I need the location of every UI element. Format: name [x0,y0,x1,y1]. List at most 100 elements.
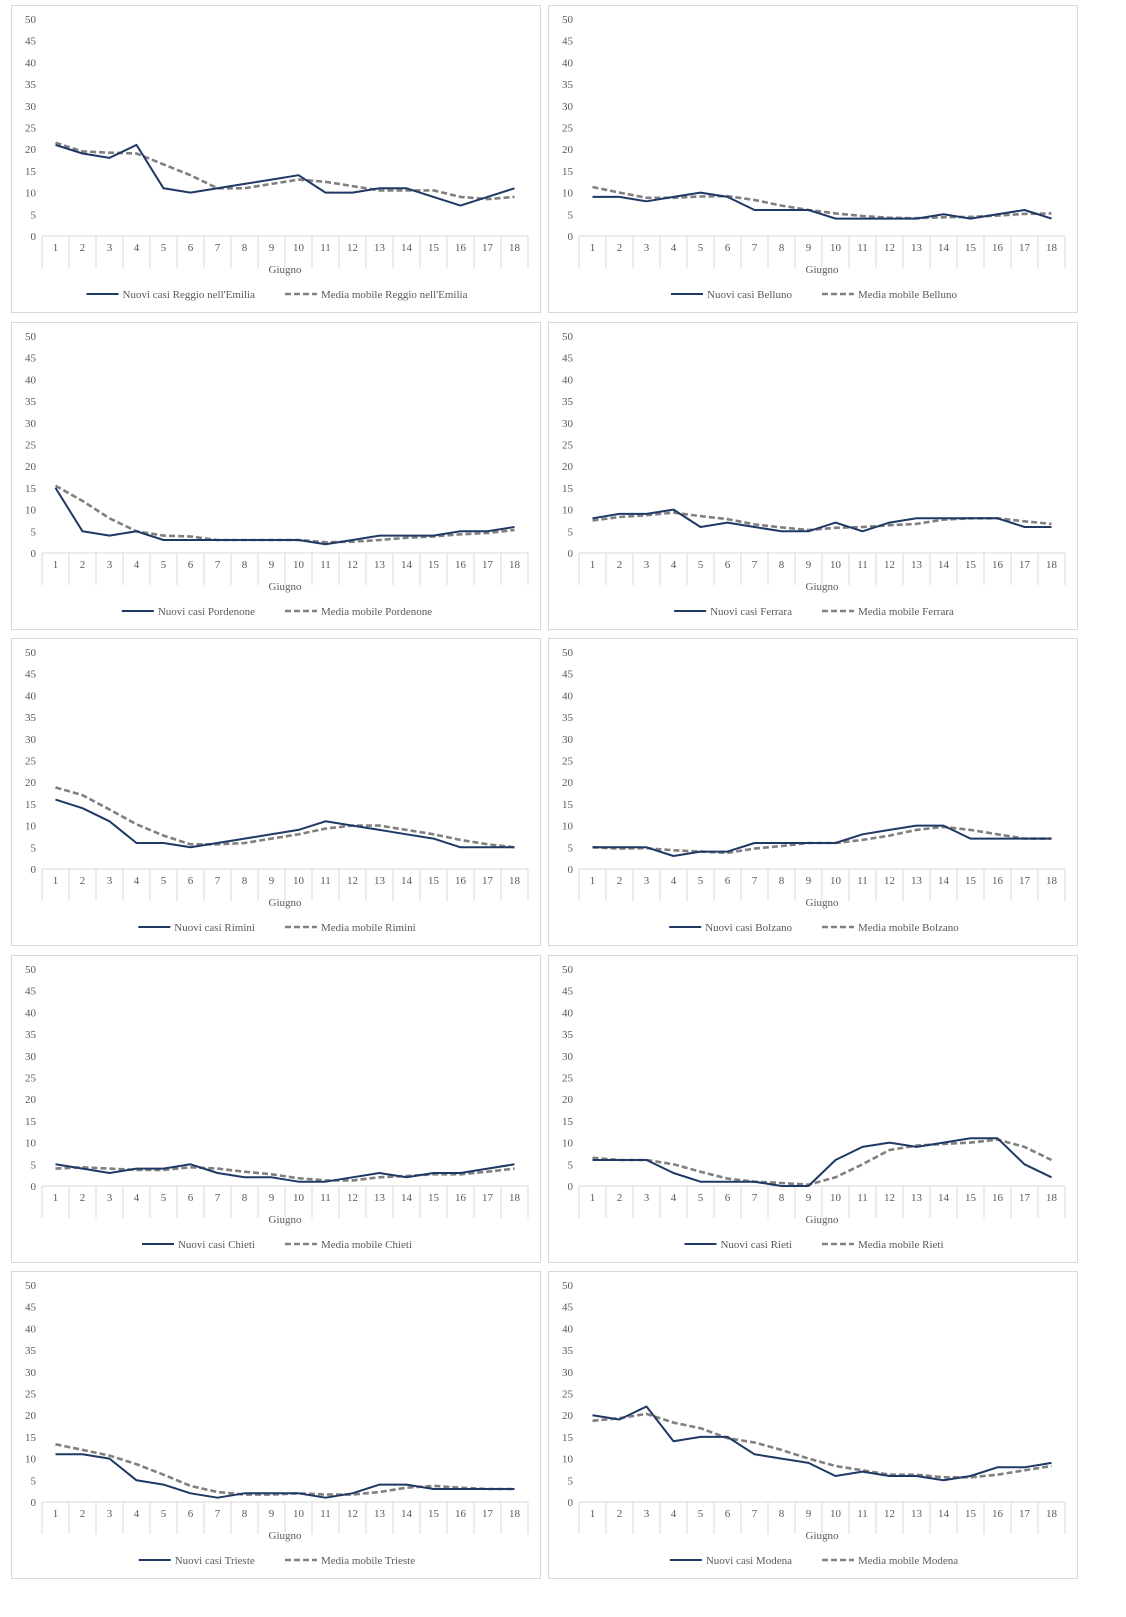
y-tick-label: 40 [25,1007,37,1019]
x-tick-label: 12 [884,242,895,254]
y-tick-label: 30 [25,101,37,113]
x-tick-label: 10 [830,1192,842,1204]
x-tick-label: 13 [911,242,923,254]
y-tick-label: 5 [31,1475,37,1487]
x-tick-label: 8 [779,242,785,254]
y-tick-label: 15 [25,1116,37,1128]
x-tick-label: 11 [857,1192,868,1204]
x-tick-label: 16 [455,875,467,887]
x-tick-label: 17 [482,1508,494,1520]
y-tick-label: 20 [562,461,574,473]
legend-label: Media mobile Rieti [858,1239,944,1251]
x-tick-label: 12 [347,242,358,254]
x-tick-label: 16 [455,559,467,571]
legend-item: Media mobile Chieti [284,1239,412,1251]
x-tick-label: 11 [857,875,868,887]
x-tick-label: 9 [269,875,275,887]
legend-item: Nuovi casi Modena [669,1555,792,1567]
x-tick-label: 6 [188,875,194,887]
x-tick-label: 2 [617,242,623,254]
x-tick-label: 5 [161,875,167,887]
x-tick-label: 9 [806,242,812,254]
y-tick-label: 0 [568,1497,574,1509]
y-tick-label: 10 [25,821,37,833]
y-tick-label: 35 [562,396,574,408]
x-tick-label: 16 [455,1508,467,1520]
legend-label: Nuovi casi Chieti [178,1239,255,1251]
x-tick-label: 7 [215,1192,221,1204]
x-tick-label: 3 [644,875,650,887]
legend-item: Nuovi casi Rimini [138,922,255,934]
legend-label: Nuovi casi Ferrara [710,606,792,618]
x-tick-label: 16 [992,559,1004,571]
legend-item: Media mobile Trieste [284,1555,415,1567]
x-tick-label: 10 [293,1192,305,1204]
legend-item: Nuovi casi Pordenone [121,606,255,618]
x-tick-label: 11 [320,875,331,887]
x-tick-label: 17 [482,559,494,571]
x-tick-label: 7 [752,875,758,887]
x-tick-label: 13 [374,1192,386,1204]
x-tick-label: 2 [617,559,623,571]
y-tick-label: 15 [25,166,37,178]
x-tick-label: 14 [938,875,950,887]
x-tick-label: 4 [134,1508,140,1520]
y-tick-label: 0 [568,864,574,876]
y-tick-label: 50 [25,647,37,659]
x-tick-label: 2 [617,1508,623,1520]
x-tick-label: 17 [1019,1192,1031,1204]
y-tick-label: 40 [25,374,37,386]
x-tick-label: 9 [269,242,275,254]
legend-label: Media mobile Pordenone [321,606,432,618]
x-tick-label: 11 [857,1508,868,1520]
y-tick-label: 20 [25,1410,37,1422]
series-line-moving-average [592,1412,1052,1479]
y-tick-label: 25 [25,1073,37,1085]
x-tick-label: 2 [80,242,86,254]
y-tick-label: 15 [562,166,574,178]
y-tick-label: 40 [25,1323,37,1335]
legend-item: Nuovi casi Trieste [138,1555,255,1567]
x-tick-label: 17 [1019,242,1031,254]
x-tick-label: 10 [293,875,305,887]
x-tick-label: 4 [134,1192,140,1204]
y-tick-label: 30 [25,418,37,430]
x-tick-label: 10 [830,242,842,254]
y-tick-label: 10 [562,1138,574,1150]
chart-panel-8: 0 5 10 15 20 25 30 35 40 45 50 1 2 3 4 5 6 7 8 9 10 11 12 13 14 1… [548,955,1078,1263]
y-tick-label: 50 [25,331,37,343]
x-tick-label: 18 [509,1508,521,1520]
y-tick-label: 15 [25,483,37,495]
x-tick-label: 3 [644,1192,650,1204]
y-tick-label: 30 [25,1367,37,1379]
x-tick-label: 15 [428,242,440,254]
x-tick-label: 1 [590,1508,596,1520]
x-tick-label: 14 [938,242,950,254]
y-tick-label: 0 [31,1181,37,1193]
x-tick-label: 6 [188,1508,194,1520]
x-tick-label: 12 [884,1192,895,1204]
series-line-new-cases [55,1163,515,1183]
x-axis-title: Giugno [806,1214,840,1226]
x-axis-title: Giugno [269,1530,303,1542]
x-tick-label: 17 [1019,875,1031,887]
x-tick-label: 5 [698,559,704,571]
y-tick-label: 35 [562,79,574,91]
x-tick-label: 3 [644,1508,650,1520]
x-tick-label: 8 [779,1508,785,1520]
legend-label: Nuovi casi Pordenone [158,606,255,618]
x-tick-label: 1 [590,559,596,571]
x-axis-title: Giugno [269,1214,303,1226]
x-tick-label: 7 [215,875,221,887]
x-tick-label: 8 [779,875,785,887]
x-tick-label: 6 [188,1192,194,1204]
legend-item: Media mobile Pordenone [284,606,432,618]
x-tick-label: 6 [188,242,194,254]
x-tick-label: 10 [830,559,842,571]
x-tick-label: 11 [320,242,331,254]
x-tick-label: 4 [671,1192,677,1204]
x-tick-label: 6 [725,242,731,254]
x-tick-label: 6 [188,559,194,571]
